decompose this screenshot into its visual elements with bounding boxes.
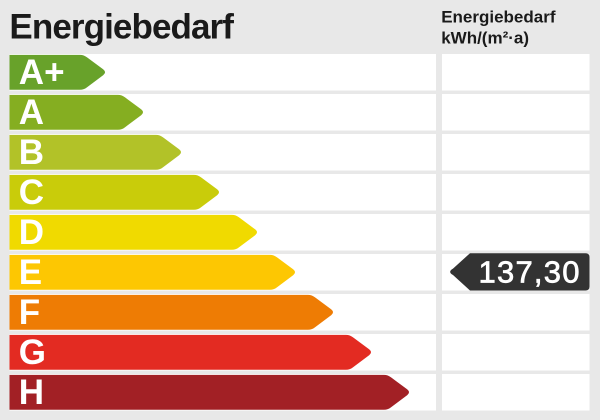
svg-text:G: G: [19, 333, 46, 372]
svg-text:B: B: [19, 133, 44, 172]
svg-text:C: C: [19, 173, 44, 212]
svg-text:Energiebedarf: Energiebedarf: [9, 8, 234, 47]
svg-text:A: A: [19, 93, 44, 132]
svg-text:F: F: [19, 293, 40, 332]
svg-text:H: H: [19, 373, 44, 412]
svg-text:D: D: [19, 213, 44, 252]
svg-text:Energiebedarf: Energiebedarf: [441, 8, 556, 27]
svg-text:kWh/(m²·a): kWh/(m²·a): [441, 29, 529, 48]
svg-text:137,30: 137,30: [479, 254, 580, 289]
svg-text:A+: A+: [19, 53, 65, 92]
svg-text:E: E: [19, 253, 42, 292]
